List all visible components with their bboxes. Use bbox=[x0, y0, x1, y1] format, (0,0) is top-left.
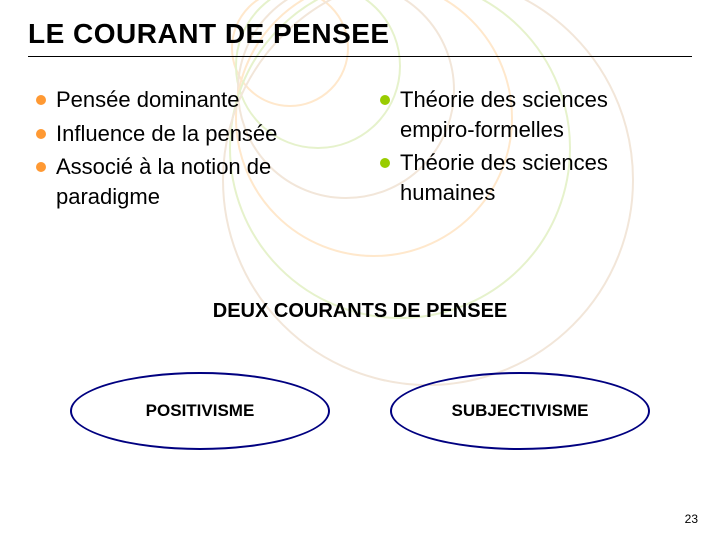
ellipse-positivisme: POSITIVISME bbox=[70, 372, 330, 450]
page-title: LE COURANT DE PENSEE bbox=[28, 18, 692, 50]
bullet-item-left: Influence de la pensée bbox=[36, 119, 340, 149]
bullet-item-left: Pensée dominante bbox=[36, 85, 340, 115]
bullet-dot-icon bbox=[36, 129, 46, 139]
subheading: DEUX COURANTS DE PENSEE bbox=[0, 300, 720, 323]
bullet-item-right: Théorie des sciences humaines bbox=[380, 148, 684, 207]
columns: Pensée dominante Influence de la penséeAs… bbox=[28, 85, 692, 216]
title-divider bbox=[28, 56, 692, 57]
bullet-dot-icon bbox=[36, 95, 46, 105]
ellipse-subjectivisme: SUBJECTIVISME bbox=[390, 372, 650, 450]
bullet-text: Influence de la pensée bbox=[56, 119, 277, 149]
bullet-dot-icon bbox=[380, 95, 390, 105]
bullet-item-right: Théorie des sciences empiro-formelles bbox=[380, 85, 684, 144]
ellipse-row: POSITIVISME SUBJECTIVISME bbox=[0, 372, 720, 450]
bullet-dot-icon bbox=[380, 158, 390, 168]
bullet-text: Pensée dominante bbox=[56, 85, 239, 115]
left-column: Pensée dominante Influence de la penséeAs… bbox=[36, 85, 340, 216]
bullet-text: Théorie des sciences humaines bbox=[400, 148, 684, 207]
bullet-text: Associé à la notion de paradigme bbox=[56, 152, 340, 211]
right-column: Théorie des sciences empiro-formellesThé… bbox=[380, 85, 684, 216]
bullet-dot-icon bbox=[36, 162, 46, 172]
ellipse-left-label: POSITIVISME bbox=[146, 401, 255, 421]
bullet-text: Théorie des sciences empiro-formelles bbox=[400, 85, 684, 144]
ellipse-right-label: SUBJECTIVISME bbox=[452, 401, 589, 421]
bullet-item-left: Associé à la notion de paradigme bbox=[36, 152, 340, 211]
page-number: 23 bbox=[685, 512, 698, 526]
slide-content: LE COURANT DE PENSEE Pensée dominante Inf… bbox=[0, 0, 720, 216]
